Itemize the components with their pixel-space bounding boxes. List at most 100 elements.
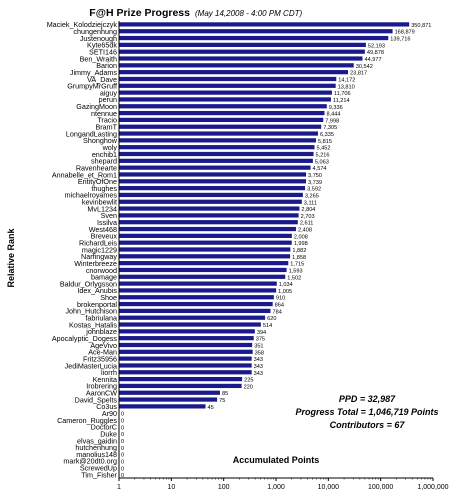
category-label: VA_Dave [87,75,117,84]
bar-value-label: 3,739 [308,180,322,186]
bar-value-label: 620 [267,316,276,322]
category-label: GazingMoon [76,102,117,111]
bar [119,376,243,382]
bar-value-label: 0 [121,459,124,465]
category-label: chungenhung [73,27,117,36]
category-label: magic1229 [82,245,117,254]
bar [119,192,303,198]
bar [119,247,291,252]
bar-value-label: 49,878 [367,50,384,56]
bar [119,383,242,389]
bar [119,22,410,27]
category-label: Apocalyptic_Dogess [52,334,118,343]
bar [119,349,253,354]
category-label: SETI146 [89,47,117,56]
category-label: cnorwood [86,266,117,275]
bar [119,76,337,82]
bar [119,288,277,293]
category-label: Duke [100,429,117,438]
category-label: Co3us [96,402,117,411]
x-axis: 1 10 100 1,000 10,000 100,000 1,000,000 [117,21,449,491]
bar-value-label: 0 [121,453,124,459]
bar-value-label: 52,193 [368,43,385,49]
category-label: enchib1 [92,150,117,159]
category-label: Shonghow [83,136,118,145]
bar-value-label: 0 [121,432,124,438]
category-label: RichardLeis [79,238,117,247]
bar-value-label: 910 [276,296,285,302]
bar-value-label: 7,998 [325,118,339,124]
bar [119,240,292,245]
category-label: BramT [95,123,117,132]
bar [119,336,254,341]
bar-value-label: 3,265 [305,193,319,199]
bar-value-label: 1,593 [289,268,303,274]
category-label: Narfingway [81,252,117,261]
bar-value-label: 1,715 [290,262,304,268]
category-label: ScrewedUp [80,464,117,473]
category-label: Winterbreeze [74,259,117,268]
bar-value-label: 394 [257,330,266,336]
x-tick-label: 1 [117,484,121,491]
category-label: liorrh [101,368,117,377]
bar [119,185,306,191]
category-label: Maciek_Kolodziejczyk [47,20,118,29]
category-label: brokenportal [77,300,117,309]
category-label: Idex_Anubis [77,286,117,295]
category-label: West468 [89,225,117,234]
category-label: GrumpyMrGruff [67,82,117,91]
bar [119,199,302,204]
bar [119,261,289,266]
x-tick-label: 1,000 [267,484,285,491]
contributors-annotation: Contributors = 67 [330,420,406,430]
category-label: Tracio [97,116,117,125]
bar-value-label: 5,063 [315,159,329,165]
bar-value-label: 2,408 [298,228,312,234]
bar [119,342,253,348]
bar-value-label: 168,879 [395,30,415,36]
bar-value-label: 784 [272,309,281,315]
bar [119,42,366,47]
category-label: Annabelle_et_Rom1 [52,170,117,179]
bar [119,117,324,123]
category-label: elvas_gaidin [77,436,117,445]
category-labels-group: Maciek_KolodziejczykchungenhungJustenoug… [47,20,118,479]
bar [119,274,286,279]
chart-title: F@H Prize Progress [89,7,190,19]
bar-value-label: 11,706 [334,91,351,97]
bar-value-label: 30,542 [356,64,373,70]
bar-value-label: 0 [121,425,124,431]
bar [119,29,393,34]
bar-value-label: 11,214 [333,98,350,104]
category-label: AgeVivo [90,341,117,350]
bar [119,397,218,402]
bar [119,370,252,375]
bar [119,145,315,150]
category-label: EntityOfOne [78,177,117,186]
category-label: fabriulana [85,314,117,323]
bar-value-label: 0 [121,466,124,472]
category-label: John_Hutchison [65,307,117,316]
bar [119,35,389,41]
category-label: michaelroyames [65,191,118,200]
bar [119,131,318,136]
x-tick-label: 100,000 [368,484,393,491]
bar [119,404,206,409]
category-label: mark@20dt0.org [63,457,117,466]
bar [119,97,331,102]
category-label: Shoe [100,293,117,302]
category-label: Baldur_Orlygsson [60,279,117,288]
bar-value-label: 14,172 [338,77,355,83]
bar-value-label: 7,305 [323,125,337,131]
category-label: thughes [91,184,117,193]
category-label: Kyte65dk [87,41,117,50]
bar [119,104,327,109]
category-label: johnblaze [85,327,117,336]
bar [119,70,349,75]
category-label: Kennita [93,375,117,384]
category-label: Sven [101,211,117,220]
bar [119,138,317,143]
bar-value-label: 1,005 [278,289,292,295]
bar-value-label: 350,871 [411,23,431,29]
bar-value-label: 0 [121,473,124,479]
